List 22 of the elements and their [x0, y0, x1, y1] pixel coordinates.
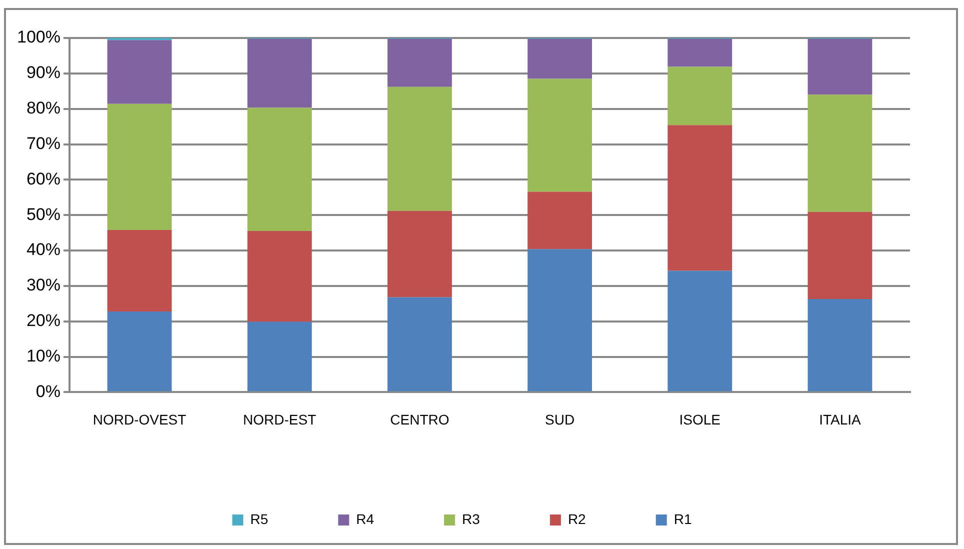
y-tick-label: 100%: [16, 28, 60, 47]
y-tick-label: 80%: [26, 98, 60, 118]
legend-label: R1: [674, 510, 692, 527]
y-tick-label: 20%: [26, 311, 60, 330]
legend-label: R4: [356, 510, 374, 527]
y-tick-label: 60%: [26, 169, 60, 188]
legend-label: R5: [250, 510, 268, 527]
y-tick-label: 50%: [26, 204, 60, 224]
y-tick-label: 40%: [26, 240, 60, 260]
legend-label: R3: [462, 510, 480, 527]
y-tick-label: 30%: [26, 276, 60, 295]
x-tick-label: ISOLE: [679, 411, 720, 428]
legend-label: R2: [568, 510, 586, 527]
x-tick-label: NORD-EST: [243, 411, 317, 428]
x-tick-label: SUD: [545, 411, 575, 428]
x-tick-label: ITALIA: [819, 411, 862, 428]
y-tick-label: 70%: [26, 134, 60, 153]
x-tick-label: CENTRO: [390, 411, 450, 428]
x-tick-label: NORD-OVEST: [92, 411, 187, 428]
y-tick-label: 10%: [26, 346, 60, 366]
y-tick-label: 0%: [36, 382, 60, 401]
y-tick-label: 90%: [26, 63, 60, 82]
